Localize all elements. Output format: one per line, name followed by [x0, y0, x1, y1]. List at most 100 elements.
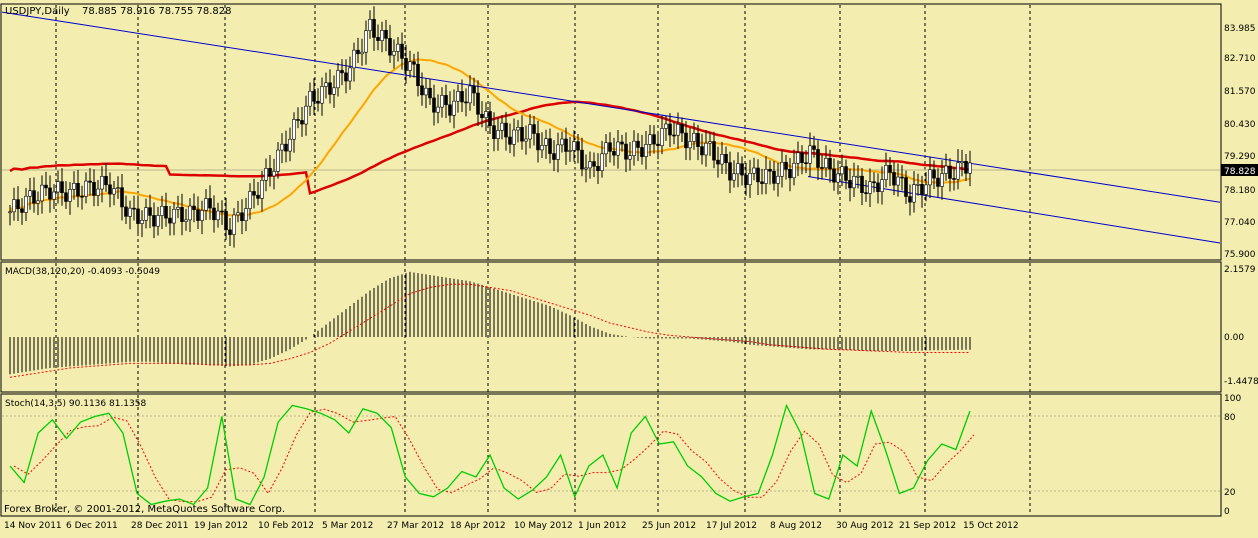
candle-body	[104, 176, 108, 186]
candle-body	[632, 140, 636, 156]
candle-body	[884, 165, 888, 180]
candle-body	[440, 95, 444, 108]
macd-label: MACD(38,120,20) -0.4093 -0.5049	[5, 267, 160, 277]
candle-body	[76, 183, 80, 197]
candle-body	[920, 183, 924, 195]
candle-body	[52, 191, 56, 200]
candle-body	[280, 143, 284, 151]
date-tick: 25 Jun 2012	[642, 521, 696, 531]
price-axis: 83.985 82.710 81.570 80.430 79.290 78.18…	[1224, 24, 1256, 260]
price-tick: 81.570	[1224, 87, 1256, 97]
candle-body	[448, 104, 452, 116]
macd-signal-line	[9, 283, 970, 378]
current-price-label: 78.828	[1224, 167, 1256, 177]
candle-body	[780, 161, 784, 177]
candle-body	[224, 211, 228, 231]
candle-body	[796, 152, 800, 164]
candle-body	[692, 133, 696, 142]
price-tick: 80.430	[1224, 120, 1256, 130]
candle-body	[60, 181, 64, 194]
candle-body	[204, 198, 208, 211]
date-tick: 19 Jan 2012	[194, 521, 248, 531]
candle-body	[348, 67, 352, 82]
candle-body	[712, 141, 716, 161]
candle-body	[700, 146, 704, 156]
candle-body	[560, 138, 564, 146]
candle-body	[936, 177, 940, 187]
candle-body	[532, 124, 536, 134]
candle-body	[176, 207, 180, 210]
candle-body	[120, 187, 124, 208]
candle-body	[680, 123, 684, 134]
candle-body	[860, 175, 864, 193]
candle-body	[444, 95, 448, 106]
candle-body	[764, 168, 768, 184]
stoch-tick: 0	[1224, 507, 1230, 517]
candle-body	[100, 176, 104, 190]
candle-body	[368, 19, 372, 31]
candle-body	[56, 181, 60, 193]
date-tick: 14 Nov 2011	[4, 521, 62, 531]
date-tick: 8 Aug 2012	[770, 521, 822, 531]
candle-body	[872, 181, 876, 184]
candle-body	[848, 180, 852, 189]
candle-body	[464, 101, 468, 104]
candle-body	[20, 208, 24, 213]
candle-body	[188, 205, 192, 221]
candle-body	[728, 162, 732, 181]
candle-body	[344, 72, 348, 82]
candle-body	[296, 119, 300, 121]
candle-body	[604, 142, 608, 155]
candle-body	[576, 141, 580, 151]
candle-body	[628, 155, 632, 160]
candle-body	[564, 138, 568, 152]
candle-body	[956, 162, 960, 180]
candle-body	[660, 128, 664, 146]
candle-body	[656, 143, 660, 146]
date-tick: 15 Oct 2012	[963, 521, 1019, 531]
candle-body	[352, 49, 356, 69]
candle-body	[408, 61, 412, 71]
candle-body	[940, 173, 944, 187]
stoch-label: Stoch(14,3,5) 90.1136 81.1358	[5, 399, 146, 409]
candle-body	[580, 149, 584, 170]
candle-body	[336, 70, 340, 89]
candle-body	[256, 194, 260, 199]
candle-body	[716, 159, 720, 165]
date-tick: 18 Apr 2012	[450, 521, 506, 531]
candle-body	[868, 181, 872, 194]
date-tick: 1 Jun 2012	[578, 521, 626, 531]
candle-body	[544, 138, 548, 146]
candle-body	[572, 141, 576, 151]
candle-body	[372, 19, 376, 38]
candle-body	[644, 144, 648, 157]
candle-body	[472, 85, 476, 94]
candle-body	[964, 161, 968, 174]
stoch-panel	[0, 393, 1222, 517]
candle-body	[916, 183, 920, 186]
stoch-main-line	[9, 403, 971, 506]
candle-body	[248, 191, 252, 209]
current-price-marker	[1221, 164, 1258, 176]
candle-body	[724, 154, 728, 163]
candle-body	[908, 196, 912, 203]
candle-body	[800, 152, 804, 163]
candle-body	[556, 144, 560, 160]
candle-body	[148, 207, 152, 216]
candle-body	[688, 141, 692, 149]
candle-body	[892, 172, 896, 186]
macd-series	[9, 271, 971, 378]
candle-body	[112, 188, 116, 195]
candle-body	[396, 43, 400, 52]
candle-body	[292, 119, 296, 140]
candle-body	[540, 145, 544, 151]
candle-body	[684, 132, 688, 149]
candle-body	[500, 122, 504, 131]
candle-body	[208, 198, 212, 209]
candle-body	[792, 162, 796, 179]
candle-body	[552, 153, 556, 160]
candle-body	[36, 200, 40, 204]
stoch-series	[2, 403, 1220, 506]
date-tick: 6 Dec 2011	[66, 521, 118, 531]
